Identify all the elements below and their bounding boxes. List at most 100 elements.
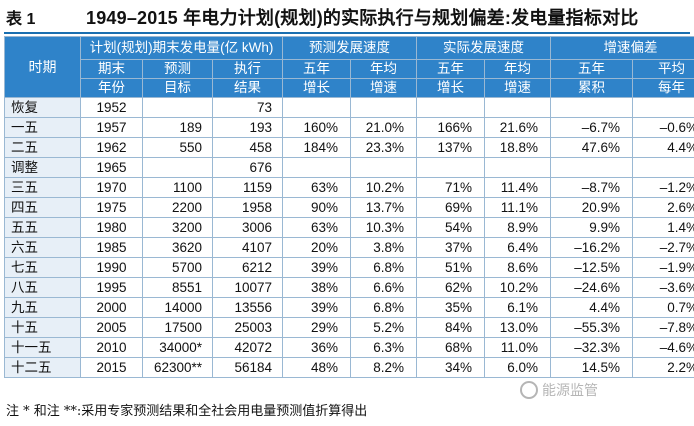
cell-pred-5yr: 36% (282, 337, 351, 358)
header-col-target: 预测 (142, 59, 213, 79)
cell-year: 1995 (80, 277, 143, 298)
table-row: 调整 1965 676 (4, 157, 694, 178)
cell-period: 一五 (4, 117, 81, 138)
cell-deviation-avg: 4.4% (632, 137, 694, 158)
cell-deviation-avg: –1.2% (632, 177, 694, 198)
cell-year: 2010 (80, 337, 143, 358)
cell-actual-5yr: 69% (416, 197, 485, 218)
cell-result: 4107 (212, 237, 283, 258)
cell-actual-avg (484, 97, 551, 118)
cell-pred-avg: 6.3% (350, 337, 417, 358)
cell-pred-5yr: 160% (282, 117, 351, 138)
cell-result: 56184 (212, 357, 283, 378)
cell-pred-5yr: 39% (282, 257, 351, 278)
cell-actual-avg: 11.4% (484, 177, 551, 198)
cell-pred-avg: 10.3% (350, 217, 417, 238)
cell-pred-5yr (282, 157, 351, 178)
header-col-dev5: 五年 (550, 59, 633, 79)
cell-result: 193 (212, 117, 283, 138)
cell-actual-avg: 11.1% (484, 197, 551, 218)
cell-actual-5yr: 62% (416, 277, 485, 298)
cell-pred-5yr: 29% (282, 317, 351, 338)
header-col-act5: 五年 (416, 59, 485, 79)
cell-pred-5yr: 90% (282, 197, 351, 218)
header-col-pred5: 五年 (282, 59, 351, 79)
cell-deviation-5yr: –6.7% (550, 117, 633, 138)
cell-period: 五五 (4, 217, 81, 238)
cell-year: 1980 (80, 217, 143, 238)
cell-pred-5yr: 20% (282, 237, 351, 258)
cell-actual-avg: 8.9% (484, 217, 551, 238)
cell-actual-5yr: 71% (416, 177, 485, 198)
cell-actual-5yr: 54% (416, 217, 485, 238)
cell-actual-avg (484, 157, 551, 178)
cell-result: 1159 (212, 177, 283, 198)
cell-year: 1975 (80, 197, 143, 218)
cell-period: 八五 (4, 277, 81, 298)
cell-actual-5yr: 51% (416, 257, 485, 278)
cell-deviation-avg (632, 157, 694, 178)
cell-year: 2015 (80, 357, 143, 378)
table-title-bar: 表 1 1949–2015 年电力计划(规划)的实际执行与规划偏差:发电量指标对… (4, 2, 690, 34)
cell-actual-5yr: 68% (416, 337, 485, 358)
cell-actual-avg: 6.4% (484, 237, 551, 258)
cell-result: 6212 (212, 257, 283, 278)
header-col-year-sub: 年份 (80, 78, 143, 98)
cell-deviation-avg: –4.6% (632, 337, 694, 358)
cell-deviation-5yr: 47.6% (550, 137, 633, 158)
cell-period: 十二五 (4, 357, 81, 378)
cell-period: 二五 (4, 137, 81, 158)
cell-target: 1100 (142, 177, 213, 198)
cell-deviation-avg (632, 97, 694, 118)
cell-target: 34000* (142, 337, 213, 358)
cell-actual-avg: 21.6% (484, 117, 551, 138)
cell-target: 5700 (142, 257, 213, 278)
watermark: 能源监管 (520, 380, 598, 400)
cell-target (142, 157, 213, 178)
cell-actual-avg: 11.0% (484, 337, 551, 358)
cell-year: 1965 (80, 157, 143, 178)
cell-pred-avg: 6.8% (350, 297, 417, 318)
cell-result: 42072 (212, 337, 283, 358)
cell-result: 3006 (212, 217, 283, 238)
cell-result: 1958 (212, 197, 283, 218)
cell-actual-avg: 6.0% (484, 357, 551, 378)
cell-deviation-5yr: –12.5% (550, 257, 633, 278)
cell-year: 1957 (80, 117, 143, 138)
cell-target: 3200 (142, 217, 213, 238)
header-period: 时期 (4, 36, 81, 98)
cell-actual-5yr: 37% (416, 237, 485, 258)
cell-deviation-5yr: –8.7% (550, 177, 633, 198)
watermark-text: 能源监管 (542, 382, 598, 398)
cell-result: 10077 (212, 277, 283, 298)
cell-actual-5yr (416, 97, 485, 118)
header-col-pred5-sub: 增长 (282, 78, 351, 98)
cell-result: 25003 (212, 317, 283, 338)
cell-deviation-avg: 1.4% (632, 217, 694, 238)
cell-actual-avg: 10.2% (484, 277, 551, 298)
cell-actual-5yr: 34% (416, 357, 485, 378)
header-col-year: 期末 (80, 59, 143, 79)
cell-deviation-avg: –0.6% (632, 117, 694, 138)
cell-target: 62300** (142, 357, 213, 378)
cell-target (142, 97, 213, 118)
cell-actual-avg: 8.6% (484, 257, 551, 278)
cell-pred-5yr: 63% (282, 177, 351, 198)
cell-deviation-avg: –2.7% (632, 237, 694, 258)
cell-pred-5yr: 63% (282, 217, 351, 238)
table-row: 恢复 1952 73 (4, 97, 694, 118)
cell-deviation-5yr: –16.2% (550, 237, 633, 258)
wechat-logo-icon (520, 381, 538, 399)
cell-pred-avg (350, 97, 417, 118)
cell-deviation-5yr: 4.4% (550, 297, 633, 318)
cell-pred-5yr (282, 97, 351, 118)
cell-period: 三五 (4, 177, 81, 198)
cell-deviation-avg: 0.7% (632, 297, 694, 318)
cell-pred-avg: 8.2% (350, 357, 417, 378)
header-col-actavg: 年均 (484, 59, 551, 79)
